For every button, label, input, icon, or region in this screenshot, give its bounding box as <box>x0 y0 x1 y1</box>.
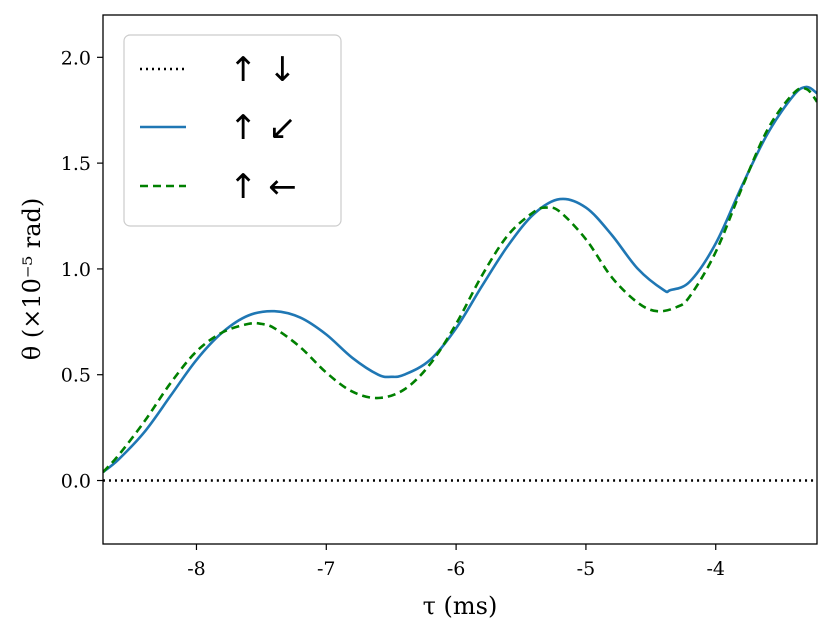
legend-label-1: ↑ ↓ <box>229 50 297 90</box>
y-tick-label: 0.0 <box>61 471 91 493</box>
x-tick-label: -7 <box>317 558 336 580</box>
series-line-3 <box>103 86 817 473</box>
legend-box <box>123 34 342 227</box>
legend-label-3: ↑ ← <box>229 167 297 207</box>
y-ticks: 0.0 0.5 1.0 1.5 2.0 <box>61 47 103 493</box>
y-tick-label: 0.5 <box>61 365 91 387</box>
y-tick-label: 2.0 <box>61 47 91 69</box>
y-tick-label: 1.0 <box>61 259 91 281</box>
x-axis-label: τ (ms) <box>423 592 498 620</box>
legend-label-2: ↑ ↙ <box>229 108 297 148</box>
x-tick-label: -8 <box>187 558 206 580</box>
x-ticks: -8 -7 -6 -5 -4 <box>187 544 725 580</box>
x-tick-label: -5 <box>577 558 596 580</box>
x-tick-label: -4 <box>706 558 725 580</box>
legend: ↑ ↓ ↑ ↙ ↑ ← <box>123 34 342 227</box>
x-tick-label: -6 <box>447 558 466 580</box>
series-layer <box>103 85 817 482</box>
y-tick-label: 1.5 <box>61 153 91 175</box>
y-axis-label: θ (×10⁻⁵ rad) <box>18 198 46 361</box>
plot-frame <box>102 14 818 545</box>
